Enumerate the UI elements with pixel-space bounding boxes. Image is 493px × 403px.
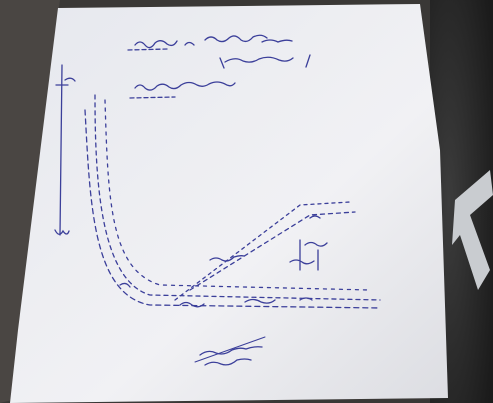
handwriting [54, 34, 381, 366]
table-edge [0, 0, 60, 403]
paper [10, 4, 448, 403]
tape [452, 170, 493, 290]
